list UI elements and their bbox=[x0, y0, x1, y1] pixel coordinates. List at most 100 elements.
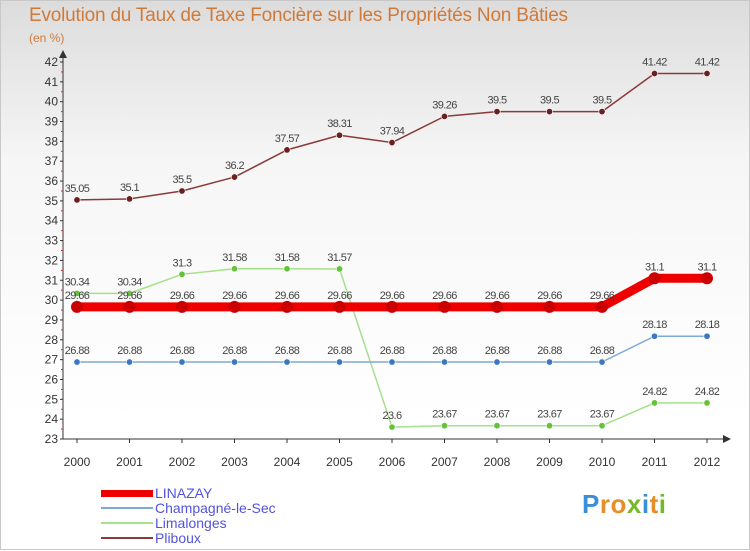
data-point bbox=[71, 300, 83, 313]
logo-letter: i bbox=[641, 489, 650, 519]
data-label: 26.88 bbox=[380, 345, 405, 357]
data-point bbox=[178, 270, 186, 278]
data-label: 31.1 bbox=[697, 261, 716, 273]
data-label: 26.88 bbox=[275, 345, 300, 357]
data-point bbox=[283, 265, 291, 273]
data-point bbox=[650, 399, 658, 407]
data-label: 26.88 bbox=[537, 345, 562, 357]
x-tick-label: 2006 bbox=[379, 455, 406, 469]
data-point bbox=[598, 422, 606, 430]
data-point bbox=[386, 300, 398, 313]
data-point bbox=[703, 399, 711, 407]
data-point bbox=[228, 300, 241, 313]
legend-label: Pliboux bbox=[155, 530, 201, 546]
data-label: 31.3 bbox=[172, 257, 191, 269]
x-tick-label: 2007 bbox=[431, 455, 458, 469]
data-point bbox=[596, 300, 608, 313]
data-point bbox=[231, 358, 239, 366]
data-label: 29.66 bbox=[537, 290, 562, 302]
legend-item: Limalonges bbox=[101, 515, 361, 531]
y-tick-label: 38 bbox=[45, 134, 59, 148]
y-tick-label: 32 bbox=[45, 253, 59, 267]
data-label: 38.31 bbox=[327, 118, 352, 130]
y-tick-label: 40 bbox=[45, 95, 59, 109]
data-point bbox=[703, 332, 711, 340]
y-tick-label: 27 bbox=[45, 353, 59, 367]
y-axis-unit-label: (en %) bbox=[29, 31, 65, 45]
logo-letter: x bbox=[626, 489, 642, 519]
data-point bbox=[231, 173, 239, 181]
data-label: 29.66 bbox=[222, 290, 247, 302]
data-point bbox=[126, 289, 134, 297]
data-label: 26.88 bbox=[327, 345, 352, 357]
data-label: 24.82 bbox=[695, 386, 720, 398]
data-label: 37.57 bbox=[275, 133, 300, 145]
data-label: 28.18 bbox=[642, 319, 667, 331]
y-tick-label: 33 bbox=[45, 234, 59, 248]
data-point bbox=[650, 70, 658, 78]
data-label: 31.58 bbox=[222, 252, 247, 264]
data-point bbox=[701, 272, 713, 285]
data-point bbox=[440, 422, 448, 430]
data-label: 29.66 bbox=[485, 290, 510, 302]
logo-letter: t bbox=[649, 489, 659, 519]
proxiti-logo: Proxiti bbox=[582, 489, 666, 520]
data-label: 30.34 bbox=[65, 276, 90, 288]
data-point bbox=[126, 195, 134, 203]
data-label: 31.1 bbox=[645, 261, 664, 273]
data-point bbox=[703, 70, 711, 78]
legend-label: Limalonges bbox=[155, 515, 227, 531]
data-label: 39.5 bbox=[540, 95, 559, 107]
data-label: 41.42 bbox=[642, 57, 667, 69]
y-tick-label: 41 bbox=[45, 75, 59, 89]
data-label: 31.57 bbox=[327, 252, 352, 264]
data-point bbox=[335, 265, 343, 273]
logo-letter: P bbox=[582, 489, 600, 519]
x-tick-label: 2003 bbox=[221, 455, 248, 469]
data-label: 26.88 bbox=[65, 345, 90, 357]
data-point bbox=[543, 300, 556, 313]
y-tick-label: 39 bbox=[45, 115, 59, 129]
data-point bbox=[335, 358, 343, 366]
logo-letter: i bbox=[658, 489, 667, 519]
data-point bbox=[73, 289, 81, 297]
data-label: 37.94 bbox=[380, 126, 405, 138]
y-tick-label: 23 bbox=[45, 432, 59, 446]
data-point bbox=[73, 358, 81, 366]
data-point bbox=[178, 187, 186, 195]
x-tick-label: 2005 bbox=[326, 455, 353, 469]
y-tick-label: 28 bbox=[45, 333, 59, 347]
data-point bbox=[73, 196, 81, 204]
data-point bbox=[388, 358, 396, 366]
data-label: 26.88 bbox=[222, 345, 247, 357]
logo-letter: r bbox=[599, 489, 611, 519]
y-tick-label: 35 bbox=[45, 194, 59, 208]
legend-item: LINAZAY bbox=[101, 485, 361, 501]
data-label: 23.67 bbox=[537, 409, 562, 421]
data-label: 29.66 bbox=[432, 290, 457, 302]
data-point bbox=[333, 300, 346, 313]
data-label: 29.66 bbox=[590, 290, 615, 302]
y-tick-label: 30 bbox=[45, 293, 59, 307]
data-label: 26.88 bbox=[170, 345, 195, 357]
data-label: 26.88 bbox=[485, 345, 510, 357]
data-point bbox=[598, 108, 606, 116]
data-label: 23.6 bbox=[382, 410, 401, 422]
x-tick-label: 2009 bbox=[536, 455, 563, 469]
chart-title: Evolution du Taux de Taxe Foncière sur l… bbox=[29, 5, 568, 26]
legend-swatch bbox=[101, 537, 153, 539]
data-label: 29.66 bbox=[170, 290, 195, 302]
logo-letter: o bbox=[610, 489, 627, 519]
data-label: 29.66 bbox=[65, 290, 90, 302]
data-label: 30.34 bbox=[117, 276, 142, 288]
data-point bbox=[598, 358, 606, 366]
data-point bbox=[388, 139, 396, 147]
y-axis-arrow bbox=[59, 50, 67, 58]
data-point bbox=[650, 332, 658, 340]
data-point bbox=[545, 422, 553, 430]
data-point bbox=[176, 300, 188, 313]
legend-item: Pliboux bbox=[101, 530, 361, 546]
data-label: 26.88 bbox=[590, 345, 615, 357]
data-label: 29.66 bbox=[380, 290, 405, 302]
